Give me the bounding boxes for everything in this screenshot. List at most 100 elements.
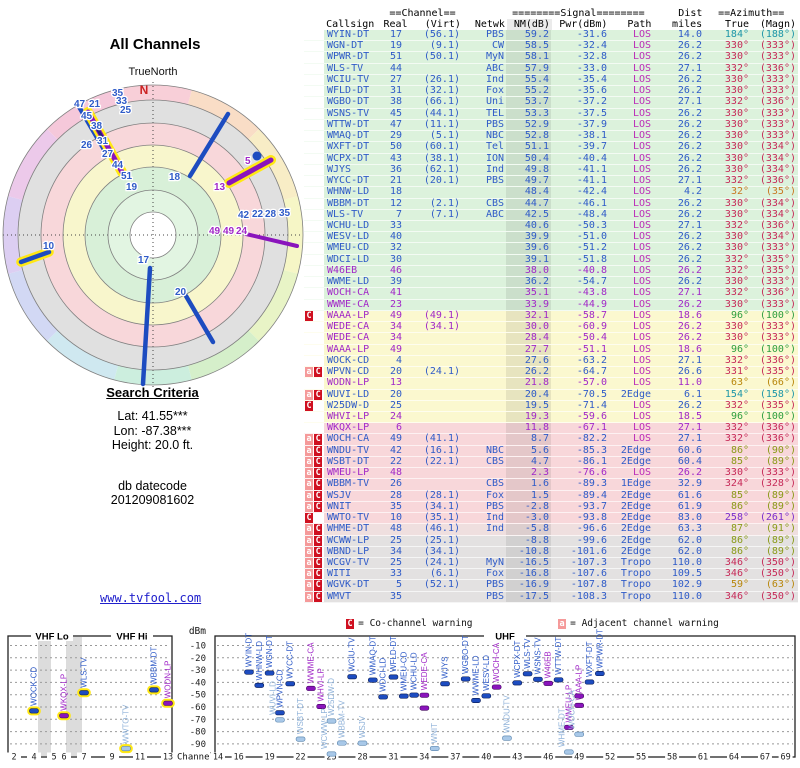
cell-callsign: WOCH-CA xyxy=(327,287,370,299)
signal-marker xyxy=(347,674,357,680)
cell-nm: 30.0 xyxy=(506,321,551,333)
co-channel-badge: C xyxy=(314,389,323,400)
cell-callsign: WSJV xyxy=(327,489,352,501)
co-channel-badge: C xyxy=(314,546,323,557)
signal-marker xyxy=(574,693,585,699)
cell-real: 51 xyxy=(389,51,402,63)
adjacent-channel-badge: a xyxy=(305,468,314,479)
adjacent-channel-badge: a xyxy=(305,445,314,456)
table-row: a C WCGV-TV 25 (24.1) MyN -16.5 -107.3 Tropo 110.… xyxy=(304,557,798,570)
cell-pwr: -93.8 xyxy=(576,512,607,524)
signal-marker-label: WMEU-LP xyxy=(564,685,573,723)
table-row: WTTW-DT 47 (11.1) PBS 52.9 -37.9 LOS 26.2 330° (3… xyxy=(304,119,798,132)
cell-path: LOS xyxy=(632,433,651,445)
svg-text:24: 24 xyxy=(236,226,248,237)
cell-callsign: WUVI-LD xyxy=(327,388,370,400)
warning-badges: C xyxy=(304,513,324,524)
tvfool-link[interactable]: www.tvfool.com xyxy=(100,591,202,605)
co-channel-legend-text: = Co-channel warning xyxy=(358,618,473,629)
cell-callsign: WBBM-TV xyxy=(327,478,370,490)
warning-badges xyxy=(304,299,324,310)
cell-virt: (49.1) xyxy=(423,309,460,321)
cell-nm: 58.5 xyxy=(506,41,551,52)
cell-real: 27 xyxy=(389,73,402,85)
cell-virt xyxy=(404,232,462,242)
adjacent-channel-badge: a xyxy=(558,619,567,629)
cell-netwk: ABC xyxy=(485,62,504,74)
table-row: WLS-TV 7 (7.1) ABC 42.5 -48.4 LOS 26.2 330° (334°… xyxy=(304,208,798,221)
table-row: WAAA-LP 49 27.7 -51.1 LOS 18.6 96° (100°) xyxy=(304,343,798,356)
signal-marker-label: WESV-LD xyxy=(482,655,491,691)
svg-text:22: 22 xyxy=(252,209,264,220)
cell-real: 31 xyxy=(389,85,402,97)
cell-real: 50 xyxy=(389,141,402,153)
cell-miles: 27.1 xyxy=(677,96,702,108)
signal-marker xyxy=(59,713,69,719)
cell-azimuth-magnetic: (335°) xyxy=(759,399,796,411)
cell-callsign: WMEU-CD xyxy=(327,242,370,254)
cell-miles: 26.2 xyxy=(677,107,702,119)
cell-pwr: -108.3 xyxy=(570,590,607,602)
cell-virt: (2.1) xyxy=(429,197,460,209)
cell-pwr: -76.6 xyxy=(576,467,607,479)
cell-azimuth-magnetic: (334°) xyxy=(759,152,796,164)
cell-miles: 26.2 xyxy=(677,51,702,63)
table-row: WGBO-DT 38 (66.1) Uni 53.7 -37.2 LOS 27.1 332° (3… xyxy=(304,96,798,109)
svg-text:26: 26 xyxy=(81,140,93,151)
signal-marker xyxy=(564,724,574,730)
cell-path: LOS xyxy=(632,377,651,389)
cell-callsign: WWTO-TV xyxy=(327,512,370,524)
cell-virt xyxy=(404,255,462,265)
cell-azimuth-true: 332° xyxy=(724,253,749,265)
cell-nm: 59.2 xyxy=(506,29,551,41)
cell-pwr: -40.4 xyxy=(576,152,607,164)
cell-azimuth-true: 332° xyxy=(724,175,749,187)
signal-marker xyxy=(295,736,306,742)
table-row: WOCK-CD 4 27.6 -63.2 LOS 27.1 332° (336°) xyxy=(304,355,798,368)
table-row: a C WSJV 28 (28.1) Fox 1.5 -89.4 2Edge 61.6 85° (89… xyxy=(304,489,798,502)
cell-nm: 26.2 xyxy=(506,366,551,378)
cell-pwr: -101.6 xyxy=(570,545,607,557)
adjacent-channel-badge: a xyxy=(305,501,314,513)
cell-path: LOS xyxy=(632,130,651,142)
cell-azimuth-true: 86° xyxy=(730,444,749,456)
table-row: a C WOCH-CA 49 (41.1) 8.7 -82.2 LOS 27.1 332° (336… xyxy=(304,433,798,446)
svg-text:25: 25 xyxy=(326,753,336,763)
cell-netwk xyxy=(462,266,506,276)
cell-azimuth-magnetic: (100°) xyxy=(759,343,796,355)
cell-azimuth-true: 330° xyxy=(724,163,749,175)
longitude-value: Lon: -87.38*** xyxy=(113,423,192,438)
svg-text:31: 31 xyxy=(97,136,109,147)
svg-text:5: 5 xyxy=(51,753,56,763)
cell-nm: -16.9 xyxy=(506,580,551,591)
radar-title: All Channels xyxy=(109,36,201,53)
cell-real: 41 xyxy=(389,287,402,299)
cell-netwk: Fox xyxy=(485,489,504,501)
cell-virt: (41.1) xyxy=(423,433,460,445)
cell-netwk: Ind xyxy=(485,523,504,535)
cell-azimuth-true: 32° xyxy=(730,186,749,198)
cell-pwr: -50.4 xyxy=(576,332,607,344)
cell-real: 43 xyxy=(389,152,402,164)
cell-azimuth-magnetic: (63°) xyxy=(765,579,796,591)
cell-virt: (6.1) xyxy=(429,568,460,580)
cell-azimuth-magnetic: (89°) xyxy=(765,455,796,467)
cell-azimuth-true: 85° xyxy=(730,455,749,467)
cell-nm: 21.8 xyxy=(506,378,551,389)
cell-callsign: WCGV-TV xyxy=(327,557,370,569)
signal-marker-label: WJYS xyxy=(441,657,450,679)
signal-marker-label: WCPX-DT xyxy=(513,640,522,677)
cell-netwk xyxy=(462,367,506,377)
cell-netwk: ABC xyxy=(485,208,504,220)
db-datecode-value: 201209081602 xyxy=(110,493,195,507)
cell-callsign: WWME-LD xyxy=(327,276,370,288)
svg-text:34: 34 xyxy=(419,753,429,763)
cell-netwk: MyN xyxy=(485,51,504,63)
cell-real: 26 xyxy=(389,478,402,490)
cell-path: LOS xyxy=(632,343,651,355)
signal-marker-label: WWME-CA xyxy=(306,642,315,684)
cell-nm: 1.5 xyxy=(506,490,551,501)
cell-azimuth-magnetic: (261°) xyxy=(759,512,796,524)
cell-pwr: -89.4 xyxy=(576,489,607,501)
dist-group-header: Dist xyxy=(678,8,703,19)
